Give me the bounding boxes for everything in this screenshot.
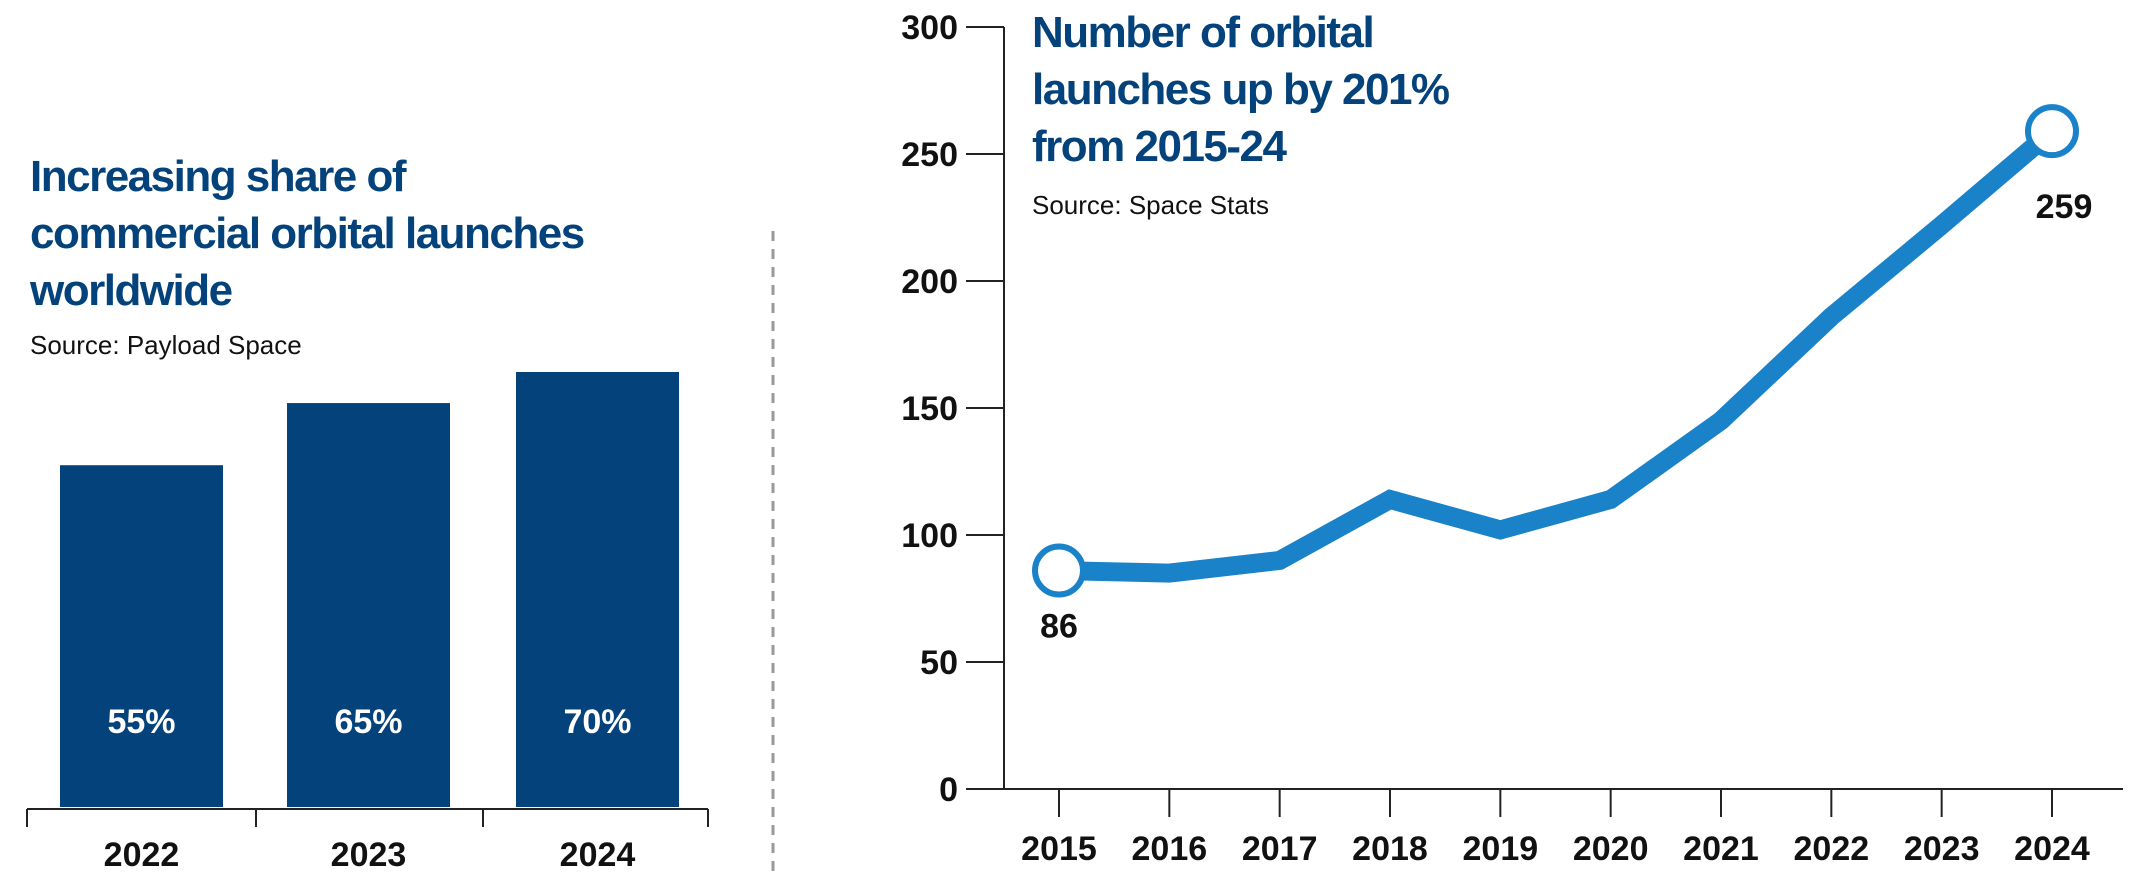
bar-x-tick-label: 2022	[104, 836, 180, 874]
x-tick-label: 2022	[1794, 830, 1870, 868]
y-tick-label: 250	[901, 136, 958, 174]
endpoint-marker	[1032, 543, 1086, 598]
line-title-line: launches up by 201%	[1032, 65, 1450, 114]
bar-title-line: Increasing share of	[30, 152, 406, 201]
x-tick-label: 2016	[1132, 830, 1208, 868]
endpoint-marker	[2025, 104, 2079, 159]
y-tick-label: 150	[901, 390, 958, 428]
x-tick-label: 2023	[1904, 830, 1980, 868]
bar-value-label: 70%	[563, 703, 631, 741]
bar-title-line: commercial orbital launches	[30, 209, 585, 258]
x-tick-label: 2024	[2014, 830, 2090, 868]
bar	[60, 465, 223, 807]
line-title-line: Number of orbital	[1032, 8, 1375, 57]
start-value-label: 86	[1040, 608, 1078, 646]
end-value-label: 259	[2036, 188, 2093, 226]
bar	[516, 372, 679, 807]
y-tick-label: 100	[901, 517, 958, 555]
y-tick-label: 200	[901, 263, 958, 301]
bar-x-tick-label: 2024	[560, 836, 636, 874]
bar-chart-title: Increasing share of commercial orbital l…	[30, 148, 585, 319]
line-title-line: from 2015-24	[1032, 122, 1287, 171]
x-tick-label: 2017	[1242, 830, 1318, 868]
line-chart-source: Source: Space Stats	[1032, 190, 1270, 220]
y-tick-label: 0	[939, 771, 958, 809]
x-tick-label: 2020	[1573, 830, 1649, 868]
x-tick-label: 2019	[1463, 830, 1539, 868]
x-tick-label: 2018	[1352, 830, 1428, 868]
series-line	[1058, 123, 2059, 583]
bar-title-line: worldwide	[30, 266, 233, 315]
bar-value-label: 55%	[107, 703, 175, 741]
bar-value-label: 65%	[334, 703, 402, 741]
y-tick-label: 300	[901, 9, 958, 47]
line-chart-title: Number of orbital launches up by 201% fr…	[1032, 4, 1450, 175]
y-tick-label: 50	[920, 644, 958, 682]
bar	[287, 403, 450, 807]
x-tick-label: 2021	[1683, 830, 1759, 868]
bar-chart-source: Source: Payload Space	[30, 330, 302, 360]
x-tick-label: 2015	[1021, 830, 1097, 868]
bar-x-tick-label: 2023	[331, 836, 407, 874]
